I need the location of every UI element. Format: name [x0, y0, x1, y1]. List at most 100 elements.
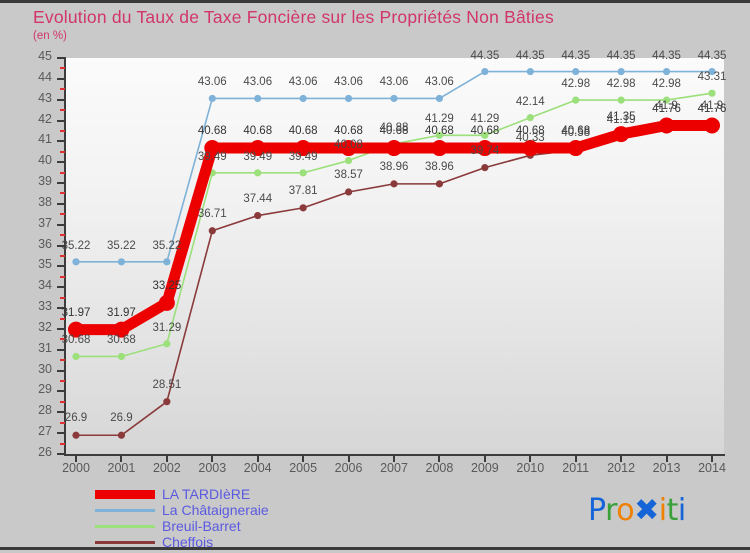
- x-axis-tick: [483, 454, 486, 462]
- y-axis-minor-tick: [60, 88, 65, 91]
- y-axis-label: 45: [38, 49, 52, 63]
- y-axis: [64, 58, 66, 455]
- x-axis-label: 2003: [198, 461, 227, 475]
- x-axis-label: 2009: [470, 461, 499, 475]
- y-axis-label: 39: [38, 174, 52, 189]
- y-axis-label: 31: [38, 340, 52, 355]
- y-axis-label: 33: [38, 299, 52, 314]
- chart-subtitle: (en %): [33, 30, 67, 42]
- x-axis-label: 2014: [698, 461, 726, 475]
- y-axis-label: 35: [38, 257, 52, 272]
- y-axis-tick: [57, 411, 66, 414]
- y-axis-minor-tick: [60, 421, 65, 424]
- x-axis-tick: [529, 454, 532, 462]
- y-axis-tick: [57, 223, 66, 226]
- y-axis-minor-tick: [60, 213, 65, 216]
- y-axis-label: 42: [38, 111, 52, 126]
- proxiti-logo: Pro✖iti: [588, 493, 686, 528]
- x-axis-tick: [302, 454, 305, 462]
- x-axis-label: 2008: [425, 461, 454, 475]
- legend: LA TARDIèRE La Châtaigneraie Breuil-Barret…: [95, 486, 269, 550]
- y-axis-tick: [57, 182, 66, 185]
- y-axis-minor-tick: [60, 338, 65, 341]
- x-axis-tick: [711, 454, 713, 462]
- legend-item[interactable]: La Châtaigneraie: [95, 502, 269, 518]
- y-axis-minor-tick: [60, 359, 65, 362]
- y-axis-minor-tick: [60, 442, 65, 445]
- y-axis-minor-tick: [60, 192, 65, 195]
- y-axis-label: 36: [38, 236, 52, 251]
- x-axis-label: 2004: [243, 461, 272, 475]
- y-axis-tick: [57, 265, 66, 268]
- x-axis-tick: [393, 454, 395, 462]
- y-axis-label: 26: [38, 445, 52, 459]
- x-axis-tick: [211, 454, 214, 462]
- legend-label: LA TARDIèRE: [162, 486, 251, 502]
- x-axis-tick: [665, 454, 668, 462]
- x-axis-tick: [165, 454, 168, 462]
- y-axis-label: 40: [38, 153, 52, 168]
- y-axis-tick: [57, 390, 66, 393]
- y-axis-minor-tick: [60, 296, 65, 299]
- legend-item[interactable]: LA TARDIèRE: [95, 486, 269, 502]
- x-axis-tick: [347, 454, 350, 462]
- y-axis-minor-tick: [60, 129, 65, 132]
- x-axis-tick: [75, 454, 77, 462]
- x-axis-label: 2005: [289, 461, 318, 475]
- y-axis-tick: [57, 286, 66, 289]
- plot-area: [64, 58, 724, 454]
- x-axis-tick: [438, 454, 441, 462]
- y-axis-minor-tick: [60, 109, 65, 112]
- y-axis-minor-tick: [60, 150, 65, 153]
- x-axis-label: 2001: [107, 461, 136, 475]
- x-axis-label: 2012: [607, 461, 636, 475]
- x-axis-tick: [256, 454, 259, 462]
- x-axis-tick: [620, 454, 623, 462]
- y-axis-label: 32: [38, 319, 52, 334]
- y-axis-tick: [57, 161, 66, 164]
- y-axis-label: 27: [38, 424, 52, 439]
- y-axis-label: 29: [38, 382, 52, 397]
- legend-color-swatch: [95, 508, 155, 512]
- y-axis-label: 28: [38, 403, 52, 418]
- y-axis-tick: [57, 77, 66, 80]
- legend-item[interactable]: Cheffois: [95, 534, 269, 550]
- legend-color-swatch: [95, 524, 155, 528]
- y-axis-tick: [57, 348, 66, 351]
- y-axis-label: 43: [38, 90, 52, 105]
- y-axis-tick: [57, 140, 66, 143]
- logo-letter: i: [658, 493, 667, 528]
- logo-letter: ✖: [634, 493, 659, 528]
- x-axis-label: 2000: [62, 461, 90, 475]
- y-axis-tick: [57, 98, 66, 101]
- y-axis-label: 38: [38, 194, 52, 209]
- y-axis-minor-tick: [60, 234, 65, 237]
- y-axis-tick: [57, 307, 66, 310]
- x-axis-label: 2007: [380, 461, 408, 475]
- y-axis-minor-tick: [60, 67, 65, 70]
- y-axis-tick: [57, 57, 66, 59]
- y-axis-minor-tick: [60, 317, 65, 320]
- legend-color-swatch: [95, 489, 155, 499]
- y-axis-minor-tick: [60, 255, 65, 257]
- y-axis-tick: [57, 327, 66, 330]
- y-axis-label: 34: [38, 278, 52, 293]
- y-axis-tick: [57, 119, 66, 122]
- y-axis-tick: [57, 244, 66, 247]
- logo-letter: P: [588, 493, 606, 528]
- y-axis-label: 44: [38, 69, 52, 84]
- logo-letter: o: [616, 493, 635, 528]
- page-title: Evolution du Taux de Taxe Foncière sur l…: [33, 7, 554, 27]
- legend-label: La Châtaigneraie: [162, 502, 269, 518]
- x-axis-label: 2011: [562, 461, 590, 475]
- logo-letter: r: [605, 493, 617, 528]
- x-axis-tick: [574, 454, 577, 462]
- x-axis-label: 2006: [334, 461, 363, 475]
- x-axis-tick: [120, 454, 123, 462]
- legend-item[interactable]: Breuil-Barret: [95, 518, 269, 534]
- legend-label: Cheffois: [162, 534, 214, 550]
- x-axis-label: 2010: [516, 461, 545, 475]
- y-axis-label: 41: [38, 132, 52, 147]
- y-axis-tick: [57, 202, 66, 205]
